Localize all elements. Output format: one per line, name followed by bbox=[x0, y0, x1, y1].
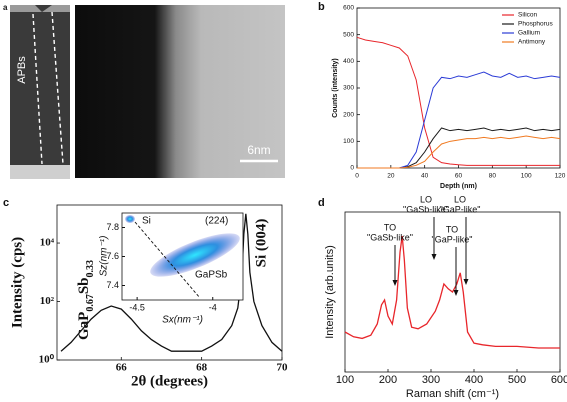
y-tick-label: 400 bbox=[343, 58, 354, 65]
x-tick-label: 66 bbox=[116, 362, 128, 374]
x-tick-label: 500 bbox=[508, 374, 526, 386]
x-tick-label: 0 bbox=[355, 173, 359, 180]
x-tick-label: 300 bbox=[422, 374, 440, 386]
y-tick-label: 100 bbox=[343, 138, 354, 145]
annotation-arrowhead bbox=[392, 280, 398, 286]
annotation: APBs bbox=[16, 56, 28, 84]
inset-dash bbox=[134, 221, 201, 299]
peak-annotation: "GaSb-like" bbox=[367, 232, 413, 242]
y-tick-label: 10⁰ bbox=[39, 354, 55, 366]
x-tick-label: 120 bbox=[555, 173, 566, 180]
x-tick-label: 400 bbox=[465, 374, 483, 386]
y-axis-label: Intensity (cps) bbox=[9, 237, 25, 328]
legend-label: Antimony bbox=[518, 39, 546, 46]
inset-y-label: Sz(nm⁻¹) bbox=[99, 236, 110, 277]
peak-annotation: TO bbox=[384, 222, 396, 232]
x-tick-label: 68 bbox=[196, 362, 208, 374]
data-line bbox=[357, 127, 561, 169]
x-axis-label: 2θ (degrees) bbox=[131, 373, 208, 389]
x-axis-label: Raman shift (cm⁻¹) bbox=[406, 388, 499, 400]
tem-strip-top bbox=[10, 5, 70, 12]
peak-annotation: LO bbox=[454, 194, 466, 204]
y-axis-label: Intensity (arb.units) bbox=[324, 245, 336, 339]
y-tick-label: 0 bbox=[350, 165, 354, 172]
data-line bbox=[60, 213, 283, 352]
panel-label: c bbox=[3, 197, 9, 209]
y-tick-label: 10² bbox=[40, 295, 55, 307]
x-axis-label: Depth (nm) bbox=[440, 183, 477, 190]
y-tick-label: 500 bbox=[343, 31, 354, 38]
data-line bbox=[344, 235, 560, 349]
x-tick-label: 70 bbox=[277, 362, 289, 374]
inset-x-label: Sx(nm⁻¹) bbox=[162, 315, 203, 326]
plot-frame bbox=[56, 204, 283, 361]
inset-y-tick-label: 7.4 bbox=[106, 280, 119, 290]
legend-label: Phosphorus bbox=[518, 21, 553, 28]
x-tick-label: 100 bbox=[336, 374, 354, 386]
annotation-arrowhead bbox=[431, 254, 437, 260]
peak-annotation: "GaP-like" bbox=[432, 234, 473, 244]
annotation-arrowhead bbox=[463, 279, 469, 285]
inset-label: GaPSb bbox=[195, 270, 228, 281]
panel-label: d bbox=[318, 197, 325, 209]
apb-line bbox=[51, 11, 64, 165]
inset-y-tick-label: 7.8 bbox=[106, 222, 119, 232]
y-tick-label: 10⁴ bbox=[40, 237, 55, 249]
tem-image bbox=[75, 5, 285, 178]
legend-label: Gallium bbox=[518, 30, 540, 37]
peak-annotation: "GaSb-like" bbox=[403, 204, 449, 214]
peak-label: Si (004) bbox=[253, 219, 269, 268]
peak-label-part: GaP bbox=[76, 312, 92, 340]
peak-label: GaP0.67Sb0.33 bbox=[76, 260, 95, 340]
rsm-si bbox=[125, 215, 135, 223]
y-tick-label: 600 bbox=[343, 5, 354, 12]
x-tick-label: 200 bbox=[379, 374, 397, 386]
peak-annotation: TO bbox=[446, 224, 458, 234]
x-tick-label: 40 bbox=[421, 173, 429, 180]
peak-annotation: LO bbox=[420, 194, 432, 204]
inset-label: (224) bbox=[205, 216, 228, 227]
tem-strip bbox=[10, 5, 70, 165]
annotation-arrowhead bbox=[453, 290, 459, 296]
peak-label-part: Sb bbox=[76, 277, 92, 294]
peak-label-part: 0.33 bbox=[85, 260, 96, 278]
x-tick-label: 80 bbox=[489, 173, 497, 180]
tem-strip-base bbox=[10, 165, 70, 179]
plot-frame bbox=[344, 211, 561, 373]
x-tick-label: 100 bbox=[521, 173, 532, 180]
inset-x-tick-label: -4.5 bbox=[129, 302, 145, 312]
data-line bbox=[356, 36, 560, 166]
y-axis-label: Counts (intensity) bbox=[332, 58, 339, 118]
inset-x-tick-label: -4 bbox=[209, 302, 217, 312]
peak-annotation: "GaP-like" bbox=[440, 204, 481, 214]
data-line bbox=[357, 71, 561, 169]
y-tick-label: 200 bbox=[343, 111, 354, 118]
x-tick-label: 600 bbox=[551, 374, 567, 386]
panel-label: b bbox=[318, 1, 325, 13]
x-tick-label: 20 bbox=[387, 173, 395, 180]
y-tick-label: 300 bbox=[343, 85, 354, 92]
inset-y-tick-label: 7.6 bbox=[106, 251, 119, 261]
inset-label: Si bbox=[142, 216, 151, 227]
x-tick-label: 60 bbox=[455, 173, 463, 180]
scale-label: 6nm bbox=[247, 143, 270, 157]
data-line bbox=[357, 135, 561, 169]
panel-label: a bbox=[3, 3, 8, 12]
peak-label-part: 0.67 bbox=[85, 294, 96, 312]
legend-label: Silicon bbox=[518, 12, 538, 19]
